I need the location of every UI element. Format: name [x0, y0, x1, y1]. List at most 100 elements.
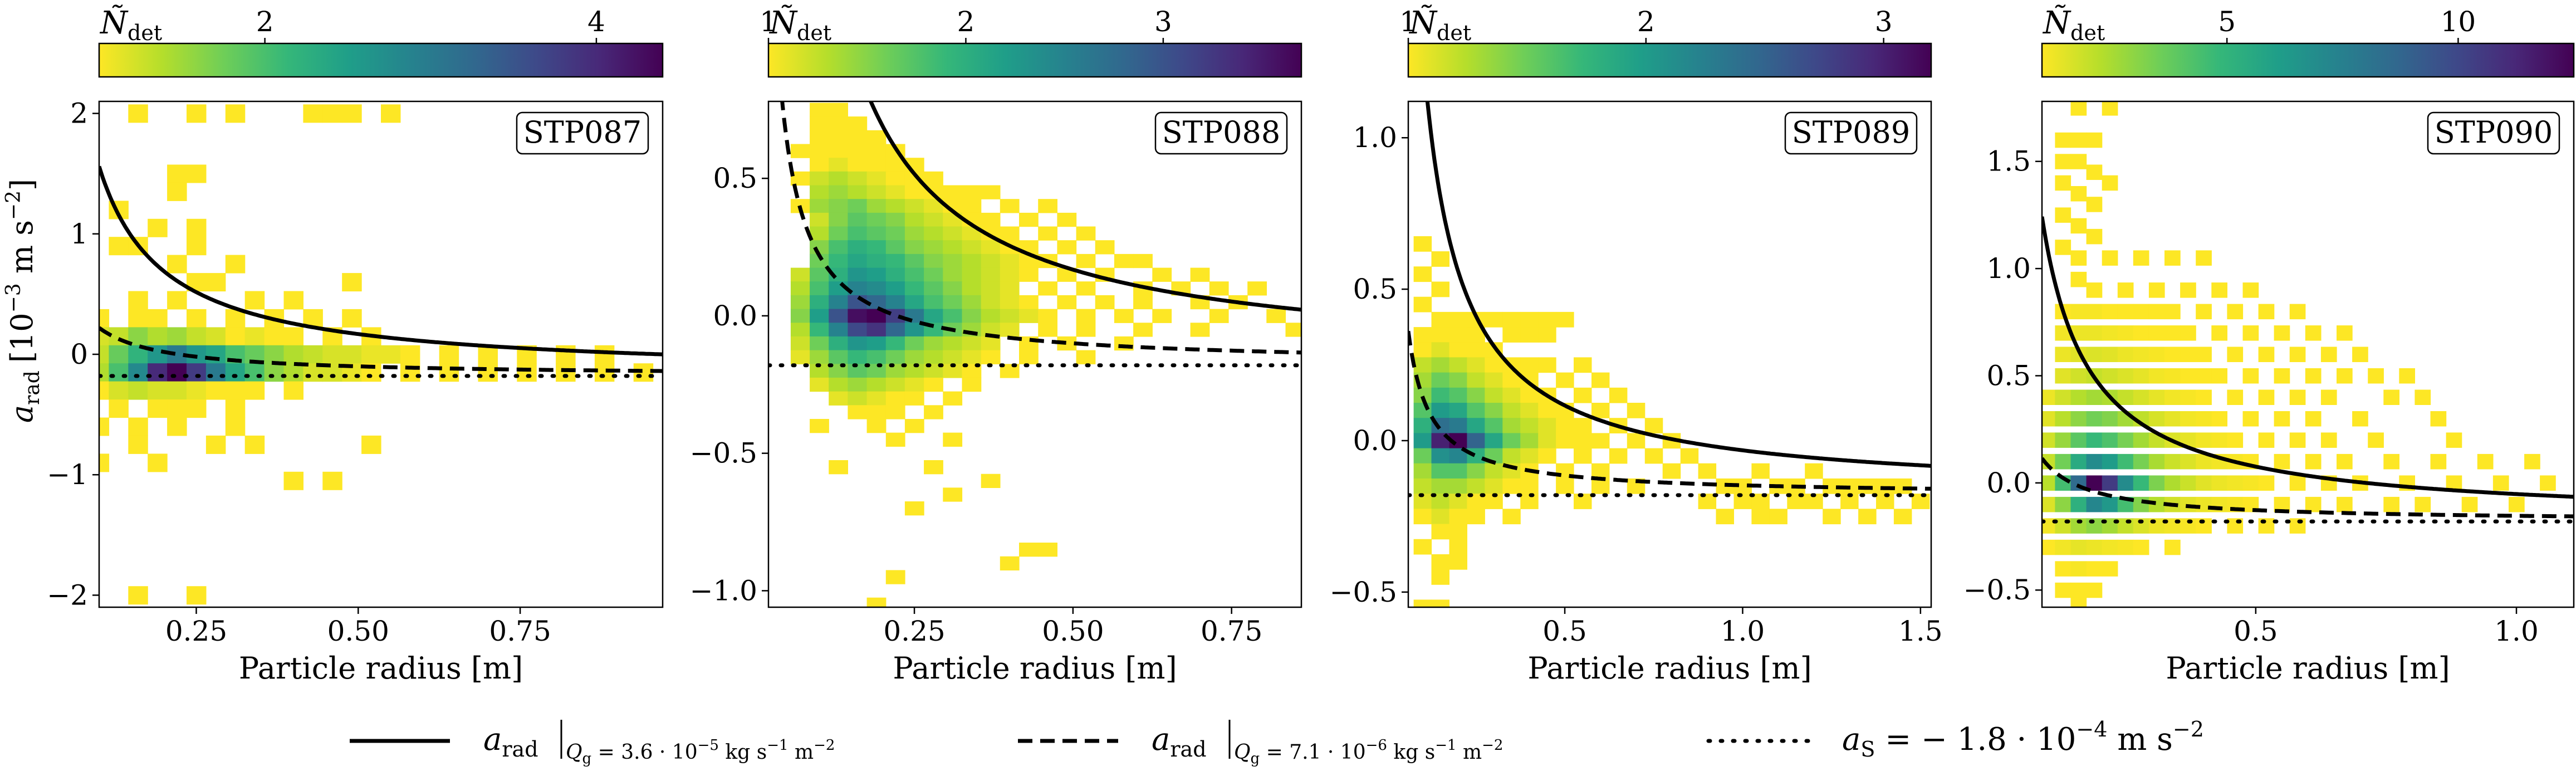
heatmap-cell — [1485, 372, 1503, 388]
legend-solid-label: arad — [483, 721, 538, 762]
heatmap-cell — [1019, 309, 1039, 323]
heatmap-cell — [2117, 518, 2134, 534]
panel-title-box — [2427, 111, 2560, 155]
heatmap-cell — [128, 291, 148, 310]
heatmap-cell — [2164, 539, 2181, 555]
heatmap-cell — [924, 253, 943, 269]
x-tick-label: 1.5 — [1898, 615, 1943, 647]
heatmap-cell — [2055, 154, 2071, 169]
heatmap-cell — [943, 350, 963, 364]
heatmap-cell — [2180, 368, 2196, 384]
heatmap-cell — [2070, 389, 2087, 405]
heatmap-cell — [187, 399, 207, 418]
heatmap-cell — [848, 309, 868, 323]
colorbar-tick-label: 3 — [1154, 6, 1172, 38]
colorbar-label: Ñdet — [1408, 4, 1471, 45]
panel-title: STP089 — [1792, 115, 1910, 150]
heatmap-cell — [167, 381, 187, 400]
heatmap-cell — [1591, 433, 1610, 449]
heatmap-cell — [1266, 309, 1286, 323]
heatmap-cell — [810, 281, 829, 296]
curve-solid — [99, 165, 663, 357]
heatmap-cell — [2274, 453, 2290, 470]
heatmap-cell — [962, 309, 982, 323]
heatmap-cell — [439, 363, 459, 382]
heatmap-cell — [2274, 325, 2290, 341]
heatmap-cell — [904, 226, 924, 241]
heatmap-cell — [244, 291, 265, 310]
heatmap-cell — [1556, 418, 1574, 433]
heatmap-cell — [1431, 357, 1449, 373]
heatmap-cell — [829, 377, 848, 392]
heatmap-cell — [866, 405, 887, 419]
y-axis-label: arad[10−3 m s−2] — [2, 179, 44, 423]
heatmap-cell — [2399, 368, 2415, 384]
heatmap-cell — [400, 345, 420, 364]
heatmap-cell — [981, 253, 1001, 269]
heatmap-cell — [1520, 387, 1539, 403]
x-axis-label: Particle radius [m] — [1527, 651, 1811, 686]
heatmap-cell — [2180, 389, 2196, 405]
heatmap-cell — [924, 460, 943, 475]
heatmap-cell — [810, 116, 829, 131]
heatmap-cell — [128, 309, 148, 328]
heatmap-cell — [866, 377, 887, 392]
colorbar-tick-label: 1 — [760, 6, 777, 38]
heatmap-cell — [981, 212, 1001, 227]
heatmap-cell — [848, 391, 868, 406]
heatmap-cell — [2383, 496, 2399, 513]
heatmap-cell — [1038, 309, 1057, 323]
heatmap-cell — [283, 291, 303, 310]
heatmap-cell — [2042, 496, 2055, 513]
heatmap-cell — [2042, 432, 2055, 448]
heatmap-cell — [1467, 478, 1485, 494]
heatmap-cell — [885, 226, 905, 241]
heatmap-cell — [1485, 463, 1503, 479]
heatmap-cell — [848, 405, 868, 419]
heatmap-cell — [2148, 304, 2165, 320]
heatmap-cell — [225, 417, 246, 436]
heatmap-cell — [167, 182, 187, 201]
heatmap-cell — [885, 323, 905, 337]
heatmap-cell — [99, 453, 110, 472]
heatmap-cell — [2180, 475, 2196, 491]
panel-stp090: 0.5 1.0 −0.5 0.0 0.5 1.0 1.5 Particle radius [m… — [1963, 4, 2575, 686]
heatmap-cell — [2164, 389, 2181, 405]
heatmap-cell — [1538, 433, 1556, 449]
heatmap-cell — [2086, 432, 2103, 448]
heatmap-cell — [1000, 267, 1020, 282]
heatmap-cell — [1538, 327, 1556, 343]
x-tick-label: 0.25 — [883, 615, 945, 647]
heatmap-cell — [2337, 368, 2353, 384]
legend-entry-dashed: arad Qg = 7.1 · 10−6 kg s−1 m−2 — [1018, 720, 1503, 767]
heatmap-cell — [981, 185, 1001, 199]
heatmap-cell — [1520, 448, 1539, 464]
heatmap-cell — [1644, 448, 1663, 464]
colorbar-tick-label: 2 — [256, 6, 274, 38]
heatmap-cell — [225, 363, 246, 382]
heatmap-cell — [1449, 387, 1467, 403]
y-tick-label: 1.0 — [1986, 252, 2031, 285]
colorbar: 2 4 Ñdet — [98, 4, 664, 78]
heatmap-cell — [2070, 250, 2087, 266]
heatmap-cell — [2211, 411, 2227, 427]
heatmap-cell — [2102, 325, 2118, 341]
heatmap-cell — [810, 130, 829, 145]
heatmap-cell — [810, 144, 829, 158]
heatmap-cell — [2133, 368, 2149, 384]
heatmap-cell — [1449, 554, 1467, 570]
heatmap-cell — [885, 350, 905, 364]
model-curves — [768, 101, 1301, 368]
heatmap-cell — [2148, 453, 2165, 470]
heatmap-cell — [1733, 494, 1752, 509]
x-tick-label: 0.5 — [2234, 615, 2278, 647]
heatmap-cell — [264, 327, 285, 346]
heatmap-cell — [2164, 325, 2181, 341]
heatmap-cell — [866, 185, 887, 199]
heatmap-cell — [885, 570, 905, 584]
heatmap-cell — [381, 345, 401, 364]
heatmap-cell — [1076, 309, 1096, 323]
heatmap-cell — [2320, 389, 2337, 405]
heatmap-cell — [2180, 325, 2196, 341]
colorbar: 1 2 3 Ñdet — [760, 4, 1302, 78]
